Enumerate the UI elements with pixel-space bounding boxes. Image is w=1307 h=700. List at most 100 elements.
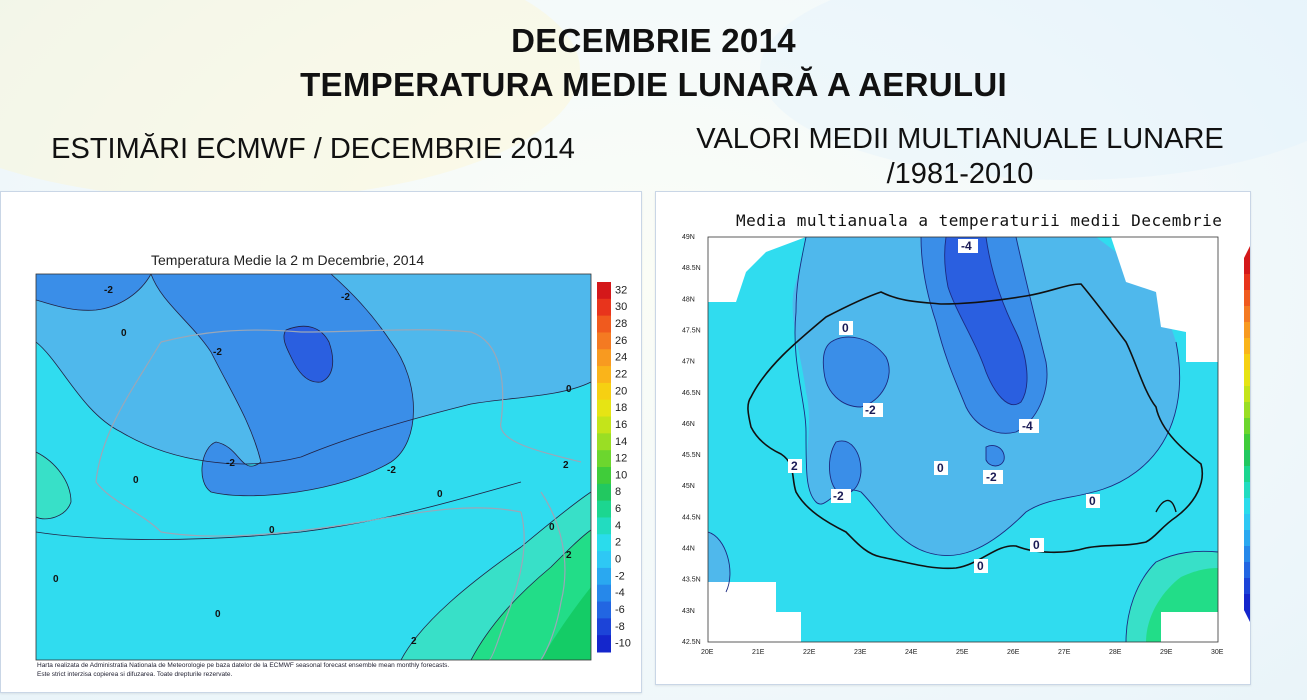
colorbar-segment xyxy=(1244,482,1250,499)
country-border xyxy=(747,283,1203,570)
colorbar-segment xyxy=(1244,370,1250,387)
colorbar-label: -8 xyxy=(615,621,625,633)
colorbar-label: 8 xyxy=(615,486,621,498)
colorbar-segment xyxy=(597,618,611,636)
contour-label: 0 xyxy=(842,321,849,335)
colorbar-segment xyxy=(1244,546,1250,563)
colorbar-label: 18 xyxy=(615,402,627,414)
colorbar-label: 0 xyxy=(615,554,621,566)
colorbar-label: -2 xyxy=(615,570,625,582)
map-fill-warmer xyxy=(541,587,591,660)
colorbar-segment xyxy=(597,450,611,468)
colorbar-segment xyxy=(1244,274,1250,291)
climatology-contour-labels: -4 0 -2 -4 2 -2 0 -2 0 0 0 xyxy=(788,239,1100,573)
colorbar-label: 12 xyxy=(615,453,627,465)
map-fill-cold-deep xyxy=(944,237,1028,405)
map-fill-cold xyxy=(823,337,890,407)
ecmwf-temperature-map: -2 -2 0 -2 -2 0 0 0 -2 0 0 0 2 0 2 2 32 3… xyxy=(35,273,631,661)
contour-label: -2 xyxy=(104,285,113,296)
ecmwf-footnote: Harta realizata de Administratia Nationa… xyxy=(37,662,450,678)
colorbar-segment xyxy=(597,349,611,367)
contour-label: -4 xyxy=(1022,419,1033,433)
longitude-tick-label: 27E xyxy=(1058,649,1071,656)
colorbar-label: 16 xyxy=(615,419,627,431)
contour-label: 0 xyxy=(1089,494,1096,508)
contour-label: 2 xyxy=(411,636,417,647)
contour-label: -2 xyxy=(213,347,222,358)
colorbar-segment xyxy=(1244,322,1250,339)
colorbar-segment xyxy=(597,500,611,518)
right-heading-line1: VALORI MEDII MULTIANUALE LUNARE xyxy=(696,123,1224,155)
contour-label: 0 xyxy=(937,461,944,475)
colorbar-segment xyxy=(1244,514,1250,531)
left-heading: ESTIMĂRI ECMWF / DECEMBRIE 2014 xyxy=(51,133,575,165)
colorbar-label: 32 xyxy=(615,284,627,296)
ecmwf-map-panel: Temperatura Medie la 2 m Decembrie, 2014 xyxy=(0,191,642,693)
latitude-tick-label: 46.5N xyxy=(682,390,701,397)
colorbar-label: 26 xyxy=(615,335,627,347)
contour-label: 0 xyxy=(977,559,984,573)
climatology-map-title: Media multianuala a temperaturii medii D… xyxy=(736,211,1223,230)
map-fill-cold-deep xyxy=(283,326,333,383)
colorbar-segment xyxy=(597,332,611,350)
colorbar-segment xyxy=(1244,306,1250,323)
contour-label: 0 xyxy=(53,574,59,585)
colorbar-label: 2 xyxy=(615,537,621,549)
colorbar-segment xyxy=(597,635,611,653)
longitude-tick-label: 25E xyxy=(956,649,969,656)
contour-label: -2 xyxy=(387,465,396,476)
colorbar-segment xyxy=(1244,562,1250,579)
colorbar-segment xyxy=(1244,466,1250,483)
contour-label: 0 xyxy=(437,489,443,500)
latitude-tick-label: 46N xyxy=(682,421,695,428)
contour-label: 2 xyxy=(563,460,569,471)
colorbar-segment xyxy=(1244,354,1250,371)
colorbar-segment xyxy=(1244,290,1250,307)
colorbar-segment xyxy=(597,551,611,569)
ecmwf-map-title: Temperatura Medie la 2 m Decembrie, 2014 xyxy=(151,252,425,268)
colorbar-segment xyxy=(1244,338,1250,355)
latitude-tick-label: 42.5N xyxy=(682,639,701,646)
colorbar-arrow-up xyxy=(1244,246,1250,258)
colorbar-segment xyxy=(597,584,611,603)
contour-label: 0 xyxy=(566,384,572,395)
latitude-tick-label: 49N xyxy=(682,234,695,241)
colorbar-segment xyxy=(1244,402,1250,419)
map-mask xyxy=(708,582,801,642)
map-fill-cool-west xyxy=(36,274,151,311)
latitude-tick-label: 44.5N xyxy=(682,514,701,521)
map-mask xyxy=(1111,237,1218,362)
colorbar-segment xyxy=(597,483,611,502)
longitude-tick-label: 21E xyxy=(752,649,765,656)
colorbar-segment xyxy=(597,366,611,384)
colorbar-label: 22 xyxy=(615,369,627,381)
latitude-tick-label: 48.5N xyxy=(682,265,701,272)
colorbar-segment xyxy=(597,282,611,300)
colorbar-segment xyxy=(1244,530,1250,547)
colorbar-segment xyxy=(597,315,611,333)
longitude-tick-label: 22E xyxy=(803,649,816,656)
climatology-map-panel: Media multianuala a temperaturii medii D… xyxy=(655,191,1251,685)
longitude-tick-label: 26E xyxy=(1007,649,1020,656)
contour-label: -2 xyxy=(341,292,350,303)
latitude-tick-label: 47N xyxy=(682,359,695,366)
longitude-tick-label: 30E xyxy=(1211,649,1224,656)
colorbar-segment xyxy=(1244,258,1250,275)
colorbar-segment xyxy=(597,382,611,401)
latitude-axis: 49N 48.5N 48N 47.5N 47N 46.5N 46N 45.5N 45N 44.5N… xyxy=(682,234,701,646)
latitude-tick-label: 45N xyxy=(682,483,695,490)
colorbar-label: 24 xyxy=(615,352,627,364)
colorbar-segment xyxy=(597,416,611,434)
contour-label: -2 xyxy=(833,489,844,503)
contour-label: 0 xyxy=(215,609,221,620)
colorbar-segment xyxy=(597,534,611,552)
colorbar-label: -10 xyxy=(615,638,631,650)
page-title-line2: TEMPERATURA MEDIE LUNARĂ A AERULUI xyxy=(300,66,1007,103)
contour-label: -2 xyxy=(986,470,997,484)
longitude-tick-label: 23E xyxy=(854,649,867,656)
colorbar-segment xyxy=(1244,386,1250,403)
colorbar-segment xyxy=(1244,418,1250,435)
map-mask xyxy=(708,237,806,302)
